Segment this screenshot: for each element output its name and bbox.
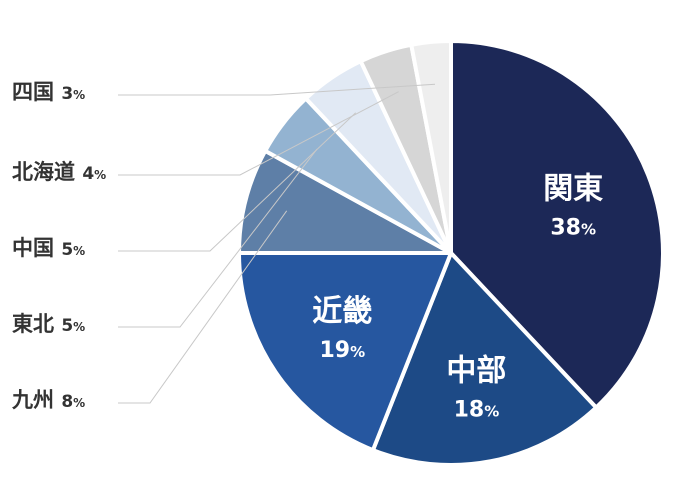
- slice-label: 四国 3%: [12, 80, 85, 104]
- slice-label-name: 近畿: [312, 294, 372, 329]
- slice-8: [409, 39, 453, 255]
- leader-lines: [118, 83, 436, 404]
- pie-slices: [237, 39, 665, 467]
- slice-1: [449, 39, 665, 410]
- leader-line: [118, 91, 399, 176]
- slice-labels: 関東 38% 中部 18% 近畿 19% 九州 8% 東北 5% 中国 5% 北海道 4% 四国 3…: [11, 80, 603, 422]
- slice-label-value: 18%: [454, 397, 500, 422]
- slice-label: 中国 5%: [12, 236, 85, 260]
- slice-label-name: 中部: [446, 353, 506, 388]
- leader-line: [118, 148, 318, 328]
- slice-3: [237, 251, 453, 453]
- leader-line: [118, 83, 436, 96]
- slice-label-value: 38%: [550, 216, 596, 241]
- leader-line: [118, 112, 357, 252]
- slice-label-value: 19%: [319, 338, 365, 363]
- slice-label-name: 関東: [543, 172, 603, 207]
- slice-label: 九州 8%: [11, 388, 85, 412]
- slice-label: 東北 5%: [12, 312, 85, 336]
- slice-2: [370, 251, 599, 467]
- leader-line: [118, 210, 288, 404]
- slice-label: 北海道 4%: [12, 160, 106, 184]
